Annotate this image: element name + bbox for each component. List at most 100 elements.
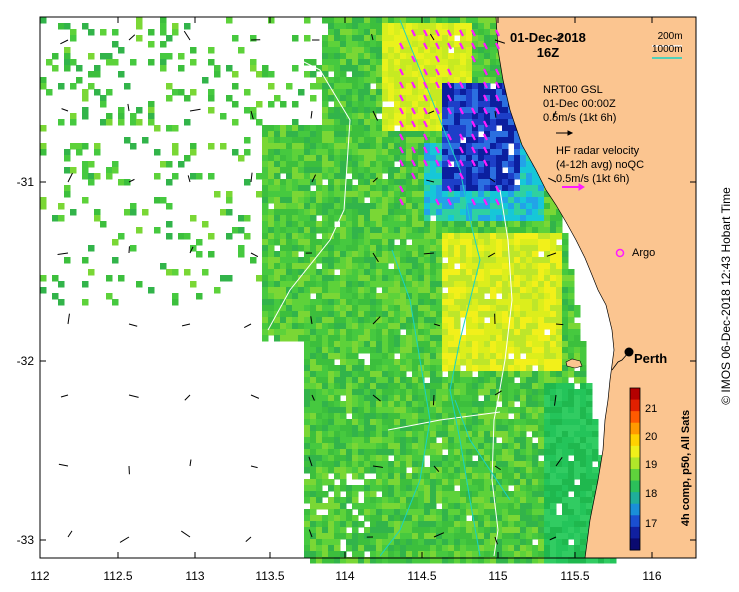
sst-cell <box>502 461 509 468</box>
sst-cell <box>364 29 371 36</box>
colorbar-band <box>630 445 640 458</box>
sst-cell <box>280 335 287 342</box>
sst-cell <box>454 431 461 438</box>
sst-cell <box>436 395 443 402</box>
sst-cell <box>322 197 329 204</box>
sst-cell <box>490 167 497 174</box>
sst-cell <box>352 83 359 90</box>
sst-cell <box>532 509 539 516</box>
sst-cell <box>412 221 419 228</box>
sst-cell <box>502 449 509 456</box>
hf-vector <box>423 107 428 115</box>
sst-cell <box>352 125 359 132</box>
sst-cell <box>364 533 371 540</box>
sst-cell <box>352 173 359 180</box>
sst-cell <box>304 347 311 354</box>
sst-cell <box>388 227 395 234</box>
sst-cell <box>502 215 509 222</box>
sst-cell <box>460 371 467 378</box>
sst-cell <box>472 287 479 294</box>
sst-cell <box>340 35 347 42</box>
sst-cell <box>340 125 347 132</box>
sst-cell <box>502 125 509 132</box>
sst-cell <box>454 197 461 204</box>
sst-cell <box>334 395 341 402</box>
sst-cell <box>196 293 203 300</box>
sst-cell <box>466 503 473 510</box>
sst-cell <box>376 473 383 480</box>
sst-cell <box>544 461 551 468</box>
sst-cell <box>328 155 335 162</box>
sst-cell <box>160 23 167 30</box>
sst-cell <box>496 269 503 276</box>
sst-cell <box>538 497 545 504</box>
sst-cell <box>424 275 431 282</box>
sst-cell <box>502 371 509 378</box>
sst-cell <box>304 173 311 180</box>
sst-cell <box>304 269 311 276</box>
sst-cell <box>538 389 545 396</box>
sst-cell <box>238 47 245 54</box>
sst-cell <box>322 113 329 120</box>
sst-cell <box>286 257 293 264</box>
sst-cell <box>490 305 497 312</box>
sst-cell <box>466 323 473 330</box>
sst-cell <box>448 59 455 66</box>
sst-cell <box>472 347 479 354</box>
sst-cell <box>244 149 251 156</box>
sst-cell <box>514 149 521 156</box>
sst-cell <box>442 359 449 366</box>
colorbar-band <box>630 422 640 435</box>
sst-cell <box>586 455 593 462</box>
sst-cell <box>466 281 473 288</box>
sst-cell <box>304 311 311 318</box>
sst-cell <box>550 287 557 294</box>
sst-cell <box>328 239 335 246</box>
sst-cell <box>334 131 341 138</box>
sst-cell <box>508 113 515 120</box>
sst-cell <box>556 545 563 552</box>
sst-cell <box>454 299 461 306</box>
sst-cell <box>64 191 71 198</box>
sst-cell <box>352 359 359 366</box>
sst-cell <box>568 371 575 378</box>
sst-cell <box>334 527 341 534</box>
sst-cell <box>304 215 311 222</box>
sst-cell <box>382 17 389 24</box>
sst-cell <box>430 59 437 66</box>
sst-cell <box>346 545 353 552</box>
sst-cell <box>316 239 323 246</box>
sst-cell <box>430 89 437 96</box>
sst-cell <box>214 287 221 294</box>
sst-cell <box>472 125 479 132</box>
sst-cell <box>424 305 431 312</box>
sst-cell <box>442 335 449 342</box>
sst-cell <box>454 95 461 102</box>
sst-cell <box>532 173 539 180</box>
sst-cell <box>472 137 479 144</box>
hf-vector <box>483 107 488 115</box>
sst-cell <box>328 23 335 30</box>
sst-cell <box>340 431 347 438</box>
sst-cell <box>406 89 413 96</box>
sst-cell <box>394 155 401 162</box>
sst-cell <box>400 485 407 492</box>
sst-cell <box>556 443 563 450</box>
sst-cell <box>424 437 431 444</box>
sst-cell <box>400 287 407 294</box>
sst-cell <box>448 377 455 384</box>
sst-cell <box>250 59 257 66</box>
sst-cell <box>442 101 449 108</box>
sst-cell <box>280 209 287 216</box>
sst-cell <box>376 131 383 138</box>
sst-cell <box>154 149 161 156</box>
sst-cell <box>112 161 119 168</box>
sst-cell <box>376 185 383 192</box>
sst-cell <box>430 269 437 276</box>
sst-cell <box>448 353 455 360</box>
sst-cell <box>442 215 449 222</box>
sst-cell <box>364 173 371 180</box>
sst-cell <box>490 209 497 216</box>
sst-cell <box>394 257 401 264</box>
sst-cell <box>292 125 299 132</box>
